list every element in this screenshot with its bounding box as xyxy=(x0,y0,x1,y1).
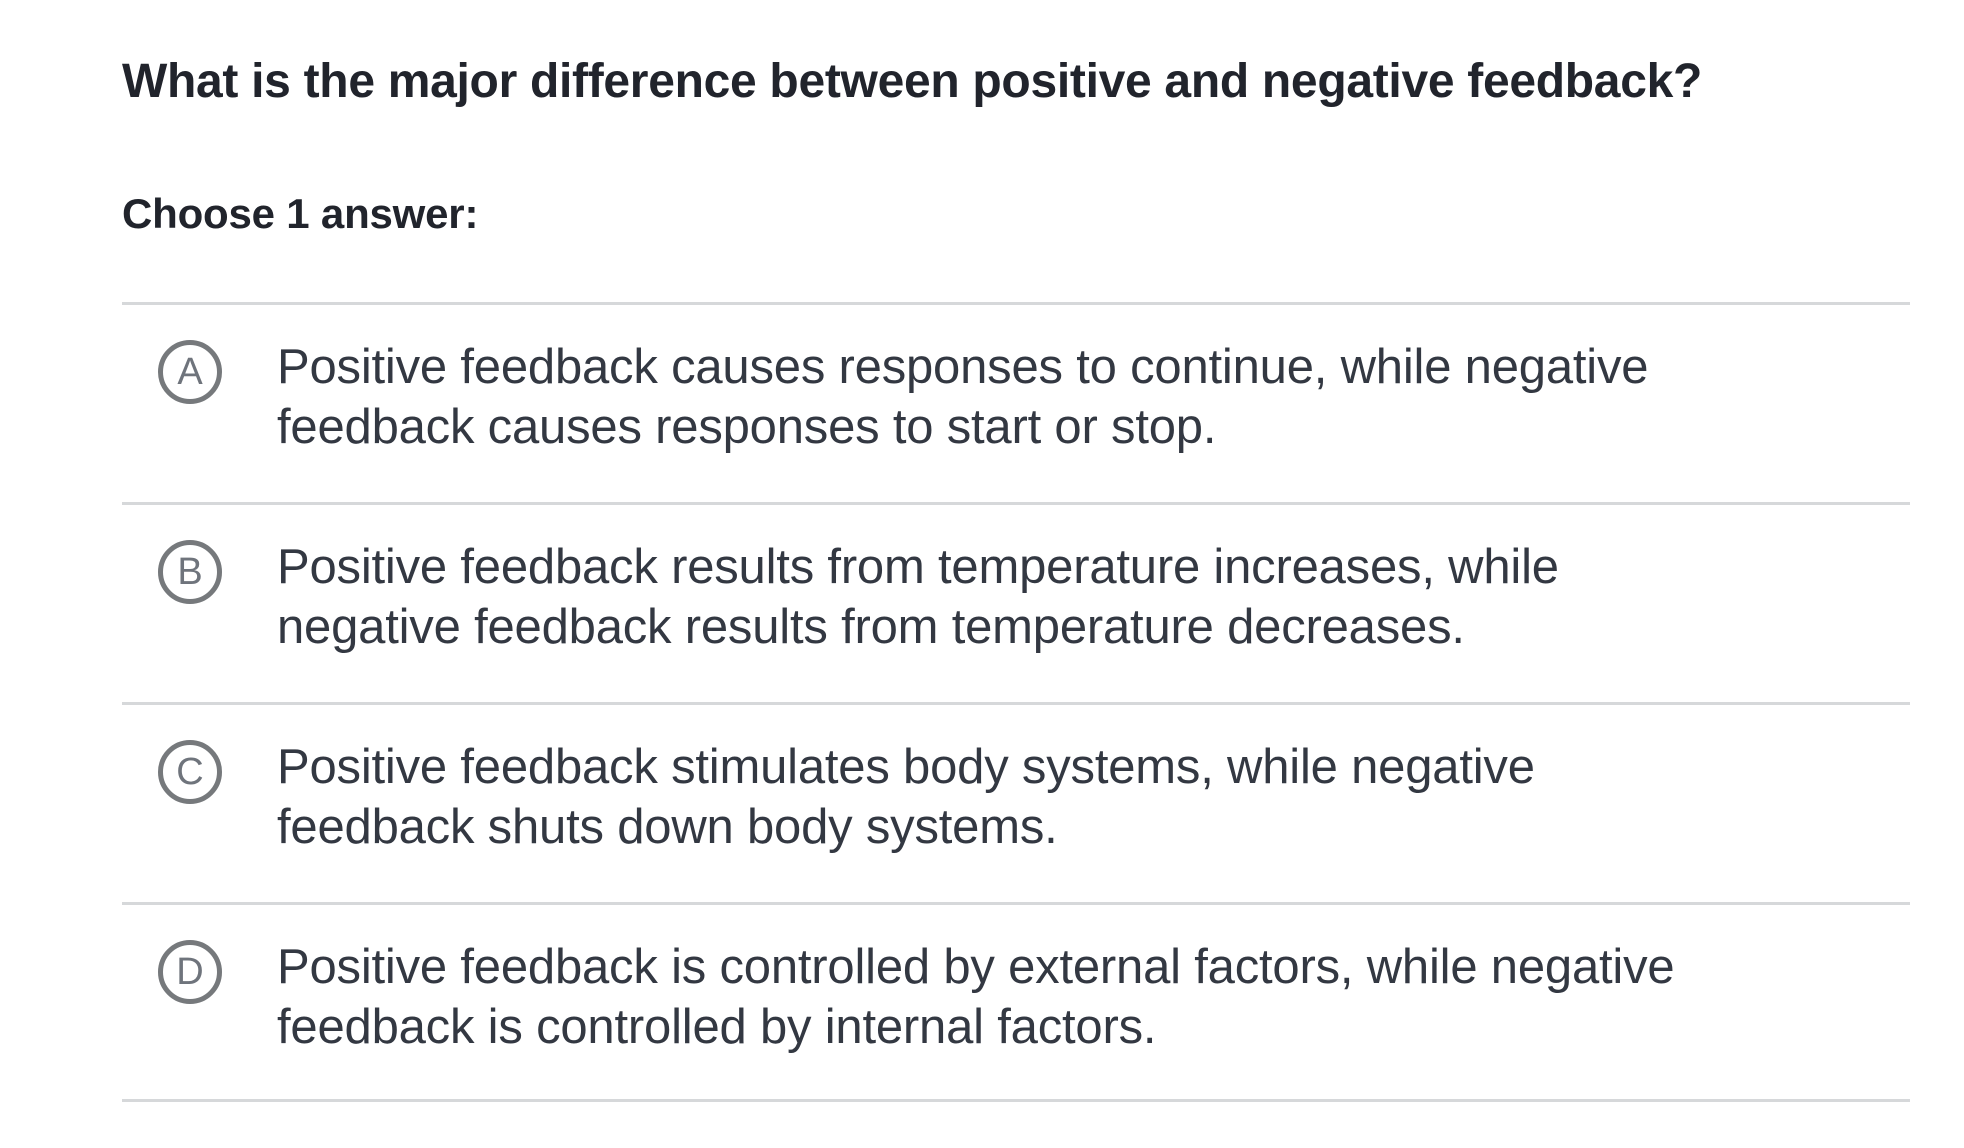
answer-option-b[interactable]: B Positive feedback results from tempera… xyxy=(122,502,1910,702)
option-letter: C xyxy=(176,750,204,793)
radio-badge-b[interactable]: B xyxy=(158,540,222,604)
option-letter: D xyxy=(176,950,204,993)
option-text-line: feedback is controlled by internal facto… xyxy=(277,1000,1157,1054)
option-letter: B xyxy=(177,550,203,593)
radio-badge-d[interactable]: D xyxy=(158,940,222,1004)
option-letter: A xyxy=(177,350,203,393)
answer-option-c[interactable]: C Positive feedback stimulates body syst… xyxy=(122,702,1910,902)
radio-badge-a[interactable]: A xyxy=(158,340,222,404)
option-text: Positive feedback results from temperatu… xyxy=(277,537,1559,657)
option-text-line: Positive feedback is controlled by exter… xyxy=(277,940,1675,994)
question-title: What is the major difference between pos… xyxy=(122,55,1703,108)
answer-option-d[interactable]: D Positive feedback is controlled by ext… xyxy=(122,902,1910,1102)
option-text: Positive feedback is controlled by exter… xyxy=(277,937,1675,1057)
option-text-line: feedback causes responses to start or st… xyxy=(277,400,1217,454)
option-text-line: feedback shuts down body systems. xyxy=(277,800,1058,854)
choose-answer-prompt: Choose 1 answer: xyxy=(122,190,479,237)
option-text-line: Positive feedback results from temperatu… xyxy=(277,540,1559,594)
radio-badge-c[interactable]: C xyxy=(158,740,222,804)
quiz-question-panel: What is the major difference between pos… xyxy=(0,52,1964,1148)
answer-options-list: A Positive feedback causes responses to … xyxy=(122,302,1910,1102)
option-text: Positive feedback causes responses to co… xyxy=(277,337,1649,457)
option-text-line: Positive feedback stimulates body system… xyxy=(277,740,1535,794)
answer-option-a[interactable]: A Positive feedback causes responses to … xyxy=(122,302,1910,502)
option-text-line: negative feedback results from temperatu… xyxy=(277,600,1465,654)
option-text: Positive feedback stimulates body system… xyxy=(277,737,1535,857)
option-text-line: Positive feedback causes responses to co… xyxy=(277,340,1649,394)
